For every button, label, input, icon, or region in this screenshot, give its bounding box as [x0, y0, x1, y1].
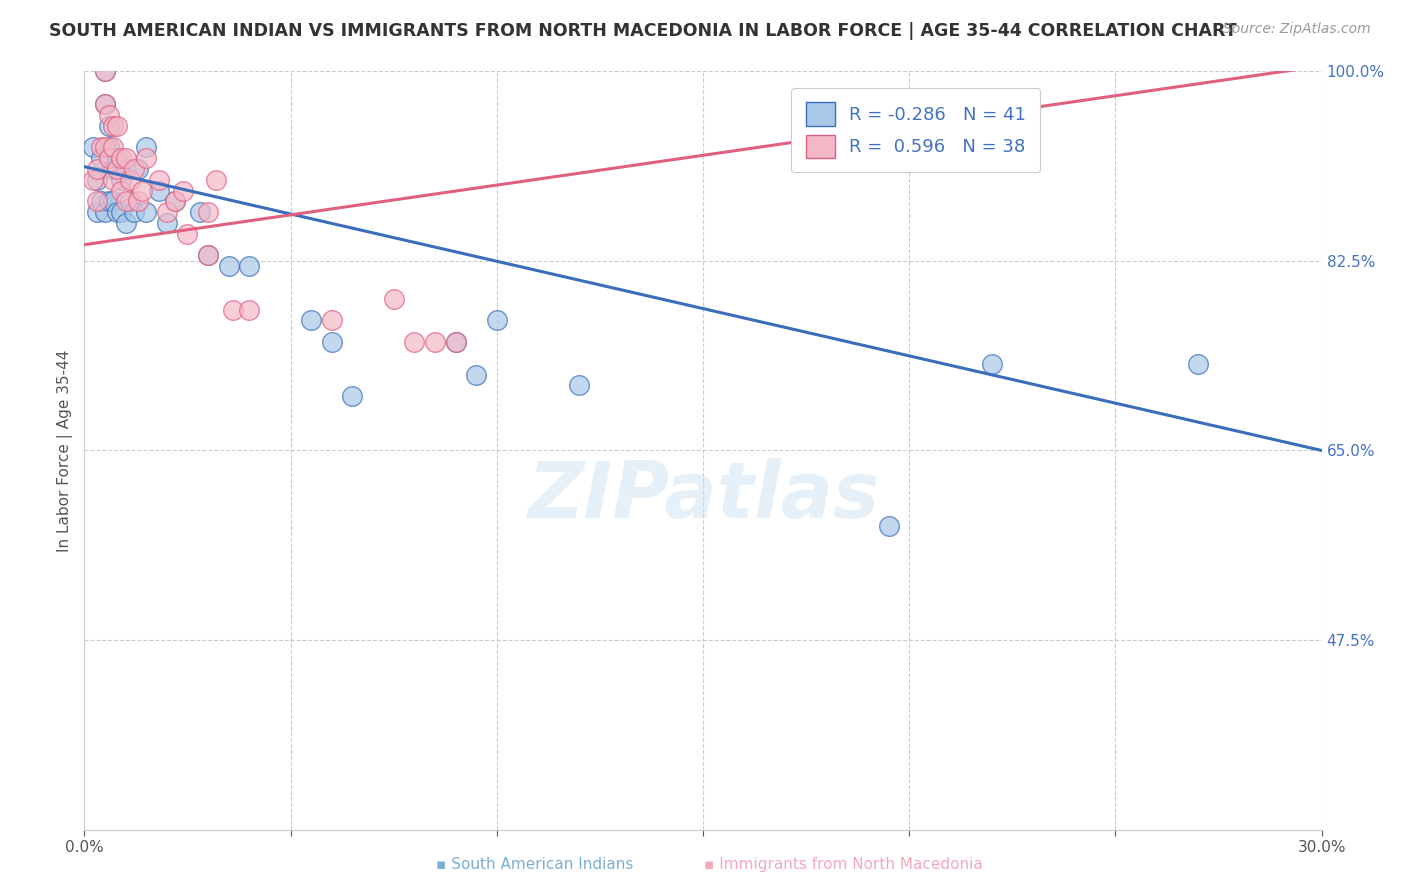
Point	[156, 205, 179, 219]
Point	[444, 335, 467, 350]
Point	[90, 194, 112, 209]
Y-axis label: In Labor Force | Age 35-44: In Labor Force | Age 35-44	[58, 350, 73, 551]
Point	[172, 184, 194, 198]
Point	[423, 335, 446, 350]
Point	[980, 357, 1002, 371]
Point	[148, 172, 170, 186]
Point	[135, 151, 157, 165]
Point	[110, 205, 132, 219]
Point	[118, 194, 141, 209]
Point	[877, 519, 900, 533]
Point	[176, 227, 198, 241]
Point	[82, 172, 104, 186]
Point	[135, 205, 157, 219]
Point	[103, 194, 125, 209]
Point	[122, 205, 145, 219]
Point	[1187, 357, 1209, 371]
Point	[114, 194, 136, 209]
Point	[86, 161, 108, 176]
Text: ZIPatlas: ZIPatlas	[527, 458, 879, 534]
Point	[404, 335, 426, 350]
Point	[222, 302, 245, 317]
Point	[135, 140, 157, 154]
Point	[444, 335, 467, 350]
Point	[110, 184, 132, 198]
Point	[94, 205, 117, 219]
Point	[105, 151, 128, 165]
Point	[568, 378, 591, 392]
Point	[94, 140, 117, 154]
Point	[94, 96, 117, 111]
Text: ▪ Immigrants from North Macedonia: ▪ Immigrants from North Macedonia	[704, 857, 983, 872]
Point	[238, 260, 260, 274]
Point	[321, 313, 343, 327]
Point	[382, 292, 405, 306]
Point	[205, 172, 228, 186]
Point	[103, 140, 125, 154]
Point	[94, 64, 117, 78]
Point	[98, 194, 121, 209]
Point	[114, 216, 136, 230]
Text: ▪ South American Indians: ▪ South American Indians	[436, 857, 633, 872]
Point	[86, 205, 108, 219]
Point	[131, 184, 153, 198]
Point	[98, 151, 121, 165]
Point	[105, 205, 128, 219]
Point	[110, 151, 132, 165]
Point	[103, 161, 125, 176]
Point	[342, 389, 364, 403]
Point	[465, 368, 488, 382]
Point	[188, 205, 211, 219]
Point	[156, 216, 179, 230]
Point	[197, 205, 219, 219]
Point	[105, 119, 128, 133]
Point	[94, 64, 117, 78]
Text: SOUTH AMERICAN INDIAN VS IMMIGRANTS FROM NORTH MACEDONIA IN LABOR FORCE | AGE 35: SOUTH AMERICAN INDIAN VS IMMIGRANTS FROM…	[49, 22, 1237, 40]
Point	[485, 313, 508, 327]
Point	[90, 140, 112, 154]
Point	[82, 140, 104, 154]
Point	[94, 96, 117, 111]
Point	[98, 108, 121, 122]
Point	[103, 172, 125, 186]
Point	[110, 172, 132, 186]
Point	[86, 194, 108, 209]
Point	[321, 335, 343, 350]
Point	[86, 172, 108, 186]
Point	[165, 194, 187, 209]
Point	[105, 161, 128, 176]
Point	[197, 248, 219, 262]
Point	[90, 151, 112, 165]
Point	[98, 119, 121, 133]
Point	[299, 313, 322, 327]
Point	[127, 161, 149, 176]
Point	[148, 184, 170, 198]
Point	[127, 194, 149, 209]
Point	[165, 194, 187, 209]
Point	[114, 151, 136, 165]
Text: Source: ZipAtlas.com: Source: ZipAtlas.com	[1223, 22, 1371, 37]
Point	[218, 260, 240, 274]
Point	[103, 119, 125, 133]
Point	[238, 302, 260, 317]
Point	[197, 248, 219, 262]
Legend: R = -0.286   N = 41, R =  0.596   N = 38: R = -0.286 N = 41, R = 0.596 N = 38	[792, 88, 1040, 172]
Point	[114, 161, 136, 176]
Point	[118, 172, 141, 186]
Point	[98, 140, 121, 154]
Point	[122, 161, 145, 176]
